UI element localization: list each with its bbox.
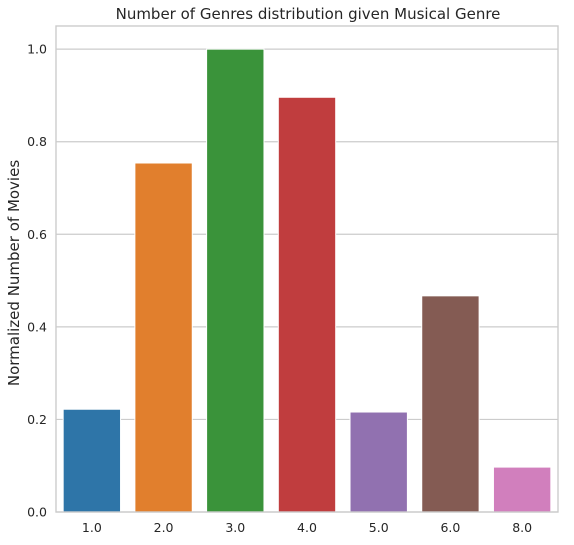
bar-2.0	[134, 162, 193, 513]
y-tick-label: 0.6	[27, 227, 47, 242]
y-tick-label: 0.4	[27, 319, 47, 334]
x-tick-labels: 1.0 2.0 3.0 4.0 5.0 6.0 8.0	[82, 520, 532, 535]
bar-4.0	[277, 96, 337, 513]
y-tick-label: 0.2	[27, 412, 47, 427]
y-tick-labels: 0.0 0.2 0.4 0.6 0.8 1.0	[27, 42, 47, 520]
x-tick-label: 6.0	[440, 520, 460, 535]
x-tick-label: 5.0	[369, 520, 389, 535]
x-tick-label: 4.0	[297, 520, 317, 535]
bar-1.0	[62, 408, 122, 513]
bar-8.0	[492, 466, 552, 513]
bars	[62, 48, 552, 513]
y-tick-label: 0.0	[27, 505, 47, 520]
x-tick-label: 1.0	[82, 520, 102, 535]
x-tick-label: 2.0	[154, 520, 174, 535]
bar-6.0	[421, 295, 480, 513]
y-tick-label: 1.0	[27, 42, 47, 57]
plot-frame	[55, 25, 559, 513]
y-tick-label: 0.8	[27, 134, 47, 149]
chart-title: Number of Genres distribution given Musi…	[116, 5, 501, 23]
x-tick-label: 8.0	[512, 520, 532, 535]
y-axis-label: Normalized Number of Movies	[5, 160, 23, 386]
x-tick-label: 3.0	[225, 520, 245, 535]
bar-3.0	[206, 48, 265, 513]
bar-5.0	[349, 411, 408, 513]
